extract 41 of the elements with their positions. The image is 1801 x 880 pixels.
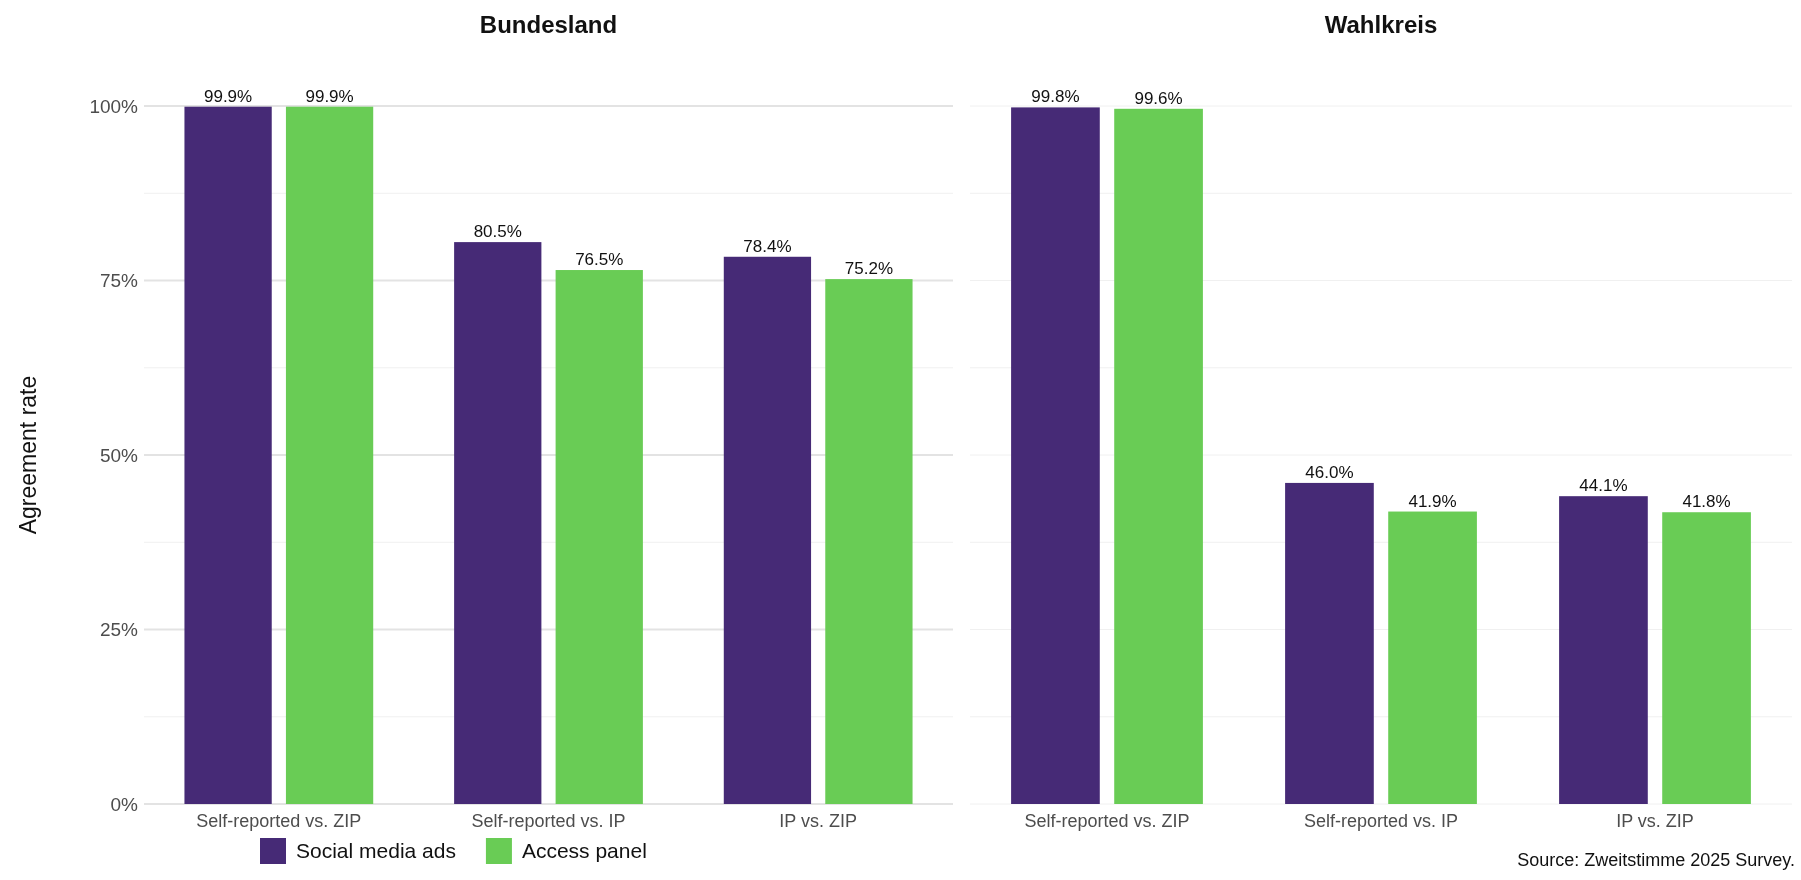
text: 46.0% [1305, 462, 1354, 482]
text: 76.5% [575, 250, 624, 270]
bar [1559, 496, 1648, 804]
text: 99.9% [203, 86, 253, 106]
text: 99.9% [305, 86, 354, 106]
bar [285, 106, 374, 804]
text: 41.9% [1408, 491, 1457, 511]
bar [1114, 108, 1203, 804]
bar [723, 256, 812, 804]
bar [555, 270, 643, 804]
source-note: Source: Zweitstimme 2025 Survey. [1517, 850, 1795, 870]
bar [825, 279, 913, 804]
text: 75.2% [844, 259, 894, 279]
x-tick-label: Self-reported vs. IP [471, 810, 626, 831]
y-tick-label: 50% [99, 444, 139, 466]
legend-label: Social media ads [296, 839, 456, 862]
bar [1388, 511, 1477, 804]
text: 44.1% [1579, 476, 1628, 496]
x-tick-label: Self-reported vs. ZIP [196, 810, 362, 831]
x-tick-label: IP vs. ZIP [779, 810, 858, 831]
chart-title: Bundesland [479, 11, 618, 38]
x-tick-label: Self-reported vs. ZIP [1024, 810, 1190, 831]
chart-title: Wahlkreis [1324, 11, 1438, 38]
y-tick-label: 0% [110, 793, 139, 815]
y-axis-title: Agreement rate [15, 375, 41, 535]
bar [1285, 482, 1374, 804]
y-tick-label: 75% [99, 270, 139, 292]
text: 80.5% [473, 222, 522, 242]
x-tick-label: Self-reported vs. IP [1303, 810, 1459, 831]
text: 99.6% [1134, 88, 1183, 108]
bar [1662, 512, 1751, 804]
text: 41.8% [1682, 492, 1731, 512]
y-tick-label: 100% [89, 95, 139, 117]
text: 99.8% [1031, 87, 1080, 107]
bar [184, 106, 272, 804]
text: 78.4% [743, 236, 792, 256]
legend-label: Access panel [521, 839, 647, 862]
x-tick-label: IP vs. ZIP [1616, 810, 1694, 831]
bar [1011, 107, 1100, 804]
bar [454, 242, 542, 804]
y-tick-label: 25% [99, 619, 139, 641]
